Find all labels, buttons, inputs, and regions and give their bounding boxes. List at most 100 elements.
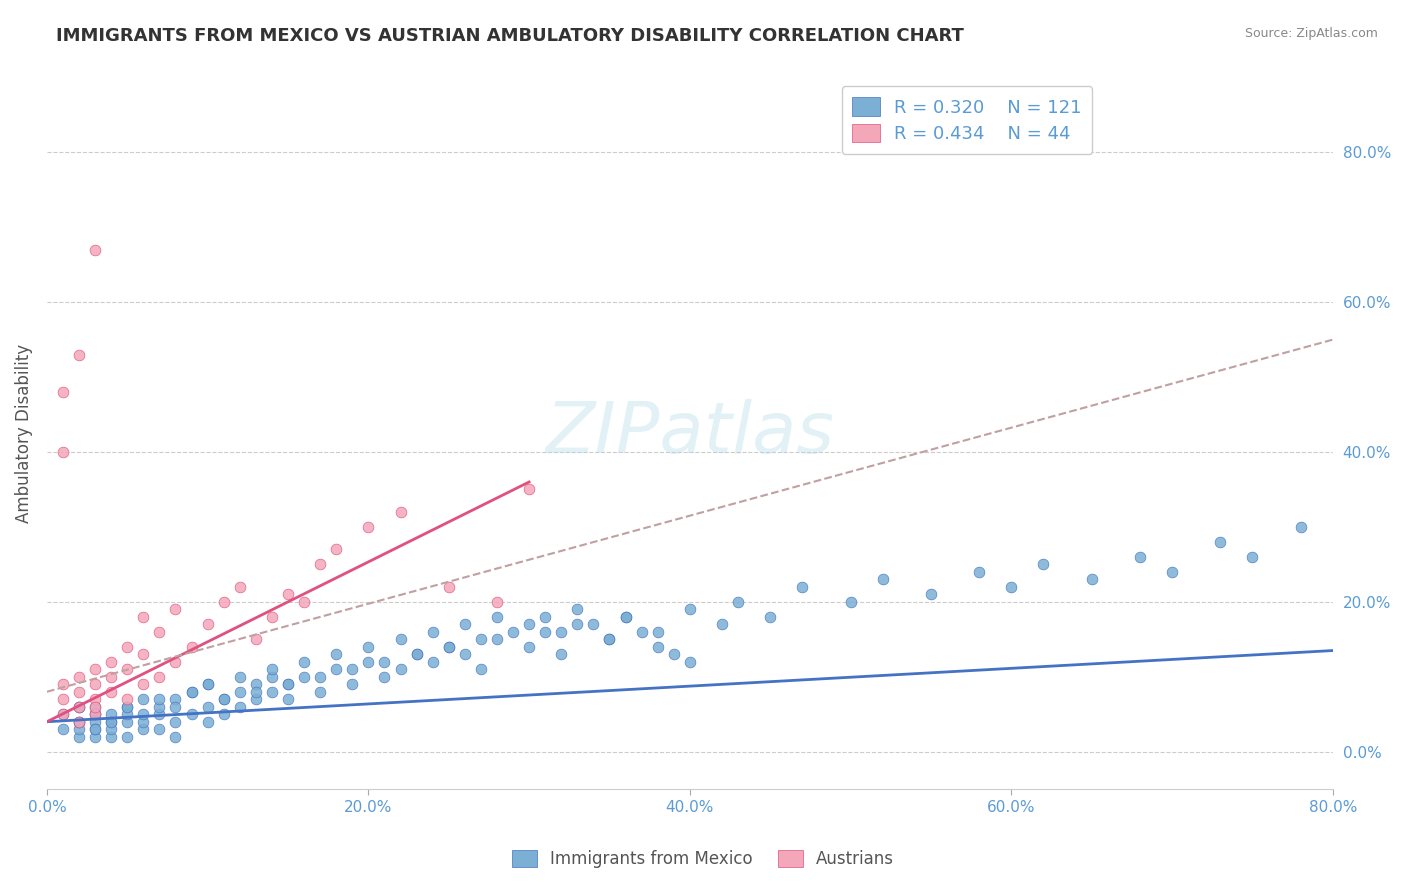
Point (470, 662, 492, 676)
Point (325, 648, 347, 662)
Point (165, 730, 187, 744)
Point (100, 723, 122, 737)
Point (357, 655, 380, 669)
Point (67, 699, 90, 714)
Point (148, 699, 170, 714)
Point (517, 483, 540, 497)
Point (52, 385, 75, 400)
Point (517, 640, 540, 654)
Y-axis label: Ambulatory Disability: Ambulatory Disability (15, 343, 32, 523)
Point (1000, 580, 1022, 594)
Point (197, 699, 219, 714)
Point (582, 617, 605, 632)
Point (52, 445, 75, 459)
Point (165, 602, 187, 616)
Point (67, 714, 90, 729)
Point (422, 624, 444, 639)
Point (100, 655, 122, 669)
Point (100, 707, 122, 722)
Point (212, 595, 235, 609)
Point (1032, 558, 1054, 572)
Point (117, 699, 139, 714)
Point (132, 610, 155, 624)
Point (1289, 520, 1312, 534)
Point (84, 243, 107, 257)
Text: ZIPatlas: ZIPatlas (546, 399, 834, 467)
Point (212, 692, 235, 706)
Point (647, 640, 669, 654)
Point (84, 730, 107, 744)
Point (229, 580, 252, 594)
Point (52, 692, 75, 706)
Point (630, 624, 652, 639)
Point (485, 610, 508, 624)
Point (67, 699, 90, 714)
Point (67, 723, 90, 737)
Point (759, 610, 782, 624)
Point (100, 714, 122, 729)
Point (229, 685, 252, 699)
Point (132, 677, 155, 691)
Point (117, 707, 139, 722)
Point (679, 655, 702, 669)
Text: Source: ZipAtlas.com: Source: ZipAtlas.com (1244, 27, 1378, 40)
Point (67, 699, 90, 714)
Legend: R = 0.320    N = 121, R = 0.434    N = 44: R = 0.320 N = 121, R = 0.434 N = 44 (842, 87, 1092, 154)
Point (454, 617, 477, 632)
Point (100, 670, 122, 684)
Point (437, 580, 460, 594)
Point (67, 730, 90, 744)
Point (534, 610, 557, 624)
Point (260, 685, 283, 699)
Point (325, 662, 347, 676)
Point (1161, 565, 1184, 579)
Point (309, 685, 332, 699)
Point (180, 707, 202, 722)
Point (84, 699, 107, 714)
Point (277, 677, 299, 691)
Point (567, 617, 589, 632)
Point (132, 707, 155, 722)
Point (292, 655, 315, 669)
Point (325, 542, 347, 557)
Point (437, 640, 460, 654)
Point (405, 648, 427, 662)
Point (180, 685, 202, 699)
Point (567, 602, 589, 616)
Point (84, 723, 107, 737)
Point (117, 692, 139, 706)
Point (710, 617, 733, 632)
Point (470, 632, 492, 647)
Point (245, 677, 267, 691)
Point (245, 685, 267, 699)
Point (550, 624, 572, 639)
Point (84, 677, 107, 691)
Point (373, 655, 395, 669)
Point (52, 723, 75, 737)
Point (437, 640, 460, 654)
Point (277, 692, 299, 706)
Point (117, 730, 139, 744)
Point (117, 714, 139, 729)
Point (1129, 549, 1152, 564)
Point (1241, 549, 1264, 564)
Point (405, 648, 427, 662)
Point (84, 699, 107, 714)
Point (389, 632, 412, 647)
Point (389, 505, 412, 519)
Point (792, 580, 814, 594)
Point (84, 723, 107, 737)
Point (342, 677, 364, 691)
Point (872, 573, 894, 587)
Point (148, 624, 170, 639)
Point (245, 692, 267, 706)
Point (84, 707, 107, 722)
Point (422, 655, 444, 669)
Point (165, 692, 187, 706)
Point (165, 699, 187, 714)
Point (614, 610, 637, 624)
Point (180, 685, 202, 699)
Point (117, 640, 139, 654)
Point (132, 723, 155, 737)
Point (245, 632, 267, 647)
